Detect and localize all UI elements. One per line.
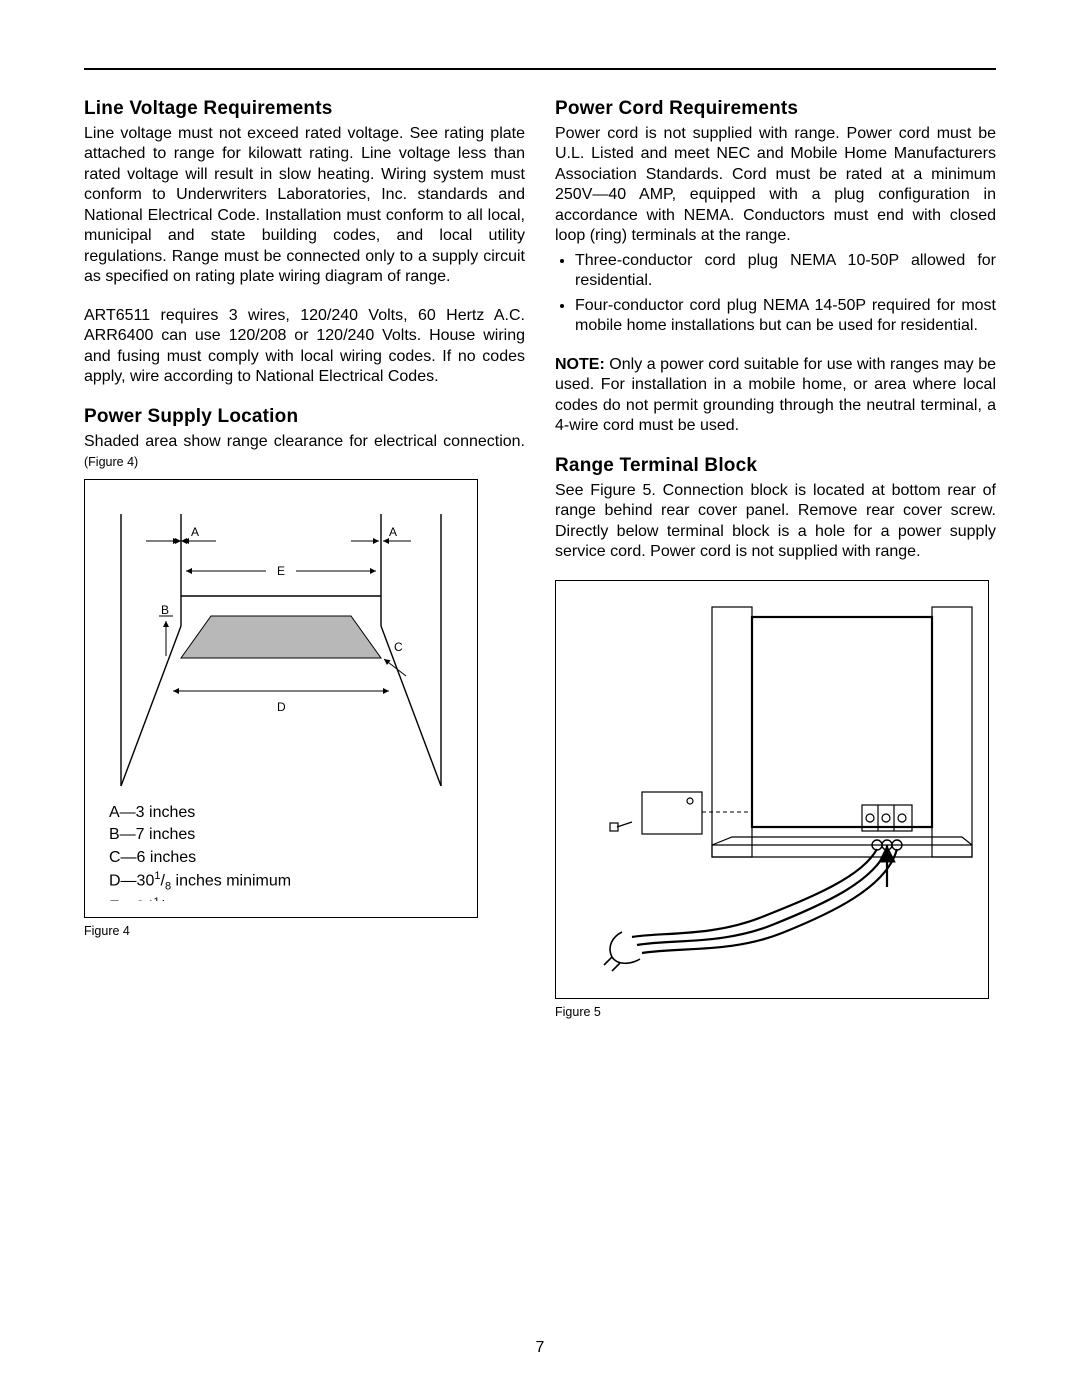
figure-4-label-D: D [277,700,286,714]
left-column: Line Voltage Requirements Line voltage m… [84,98,525,1019]
figure-5-caption: Figure 5 [555,1005,996,1019]
legend-E-prefix: E—24 [109,898,153,901]
page-number: 7 [0,1339,1080,1357]
p-line-voltage-1: Line voltage must not exceed rated volta… [84,124,525,288]
figure-4-ref: (Figure 4) [84,455,138,469]
figure-4-svg: A A E [91,486,471,906]
two-column-layout: Line Voltage Requirements Line voltage m… [84,98,996,1019]
figure-4-label-C: C [394,640,403,654]
legend-E-num: 1 [153,896,159,901]
figure-4-shaded-area [181,616,381,658]
figure-4-label-A-right: A [389,525,397,539]
top-rule [84,68,996,70]
power-cord-bullets: Three-conductor cord plug NEMA 10-50P al… [555,251,996,337]
power-cord-bullet-1: Three-conductor cord plug NEMA 10-50P al… [575,251,996,292]
figure-4-label-B: B [161,603,169,617]
legend-B: B—7 inches [109,824,449,846]
power-cord-bullet-2: Four-conductor cord plug NEMA 14-50P req… [575,296,996,337]
page: Line Voltage Requirements Line voltage m… [0,0,1080,1397]
heading-line-voltage: Line Voltage Requirements [84,98,525,120]
figure-4-label-A-left: A [191,525,199,539]
p-power-cord-1: Power cord is not supplied with range. P… [555,124,996,247]
legend-A: A—3 inches [109,802,449,824]
heading-power-cord: Power Cord Requirements [555,98,996,120]
note-label: NOTE: [555,356,605,373]
figure-5-svg [562,587,982,987]
figure-4-legend: A—3 inches B—7 inches C—6 inches D—301/8… [109,802,449,901]
right-column: Power Cord Requirements Power cord is no… [555,98,996,1019]
figure-4-label-E: E [277,564,285,578]
p-power-supply: Shaded area show range clearance for ele… [84,432,525,473]
heading-power-supply-location: Power Supply Location [84,406,525,428]
legend-E: E—241/16 [109,895,449,901]
p-power-cord-note: NOTE: Only a power cord suitable for use… [555,355,996,437]
legend-C: C—6 inches [109,846,449,868]
legend-D: D—301/8 inches minimum [109,869,449,895]
p-line-voltage-2: ART6511 requires 3 wires, 120/240 Volts,… [84,306,525,388]
figure-5-frame [555,580,989,999]
legend-D-prefix: D—30 [109,872,154,889]
p-range-terminal: See Figure 5. Connection block is locate… [555,481,996,563]
legend-D-num: 1 [154,870,160,882]
legend-D-suffix: inches minimum [171,872,291,889]
note-body: Only a power cord suitable for use with … [555,356,996,434]
heading-range-terminal-block: Range Terminal Block [555,455,996,477]
figure-4-caption: Figure 4 [84,924,525,938]
p-power-supply-text: Shaded area show range clearance for ele… [84,433,525,450]
figure-4-frame: A A E [84,479,478,918]
